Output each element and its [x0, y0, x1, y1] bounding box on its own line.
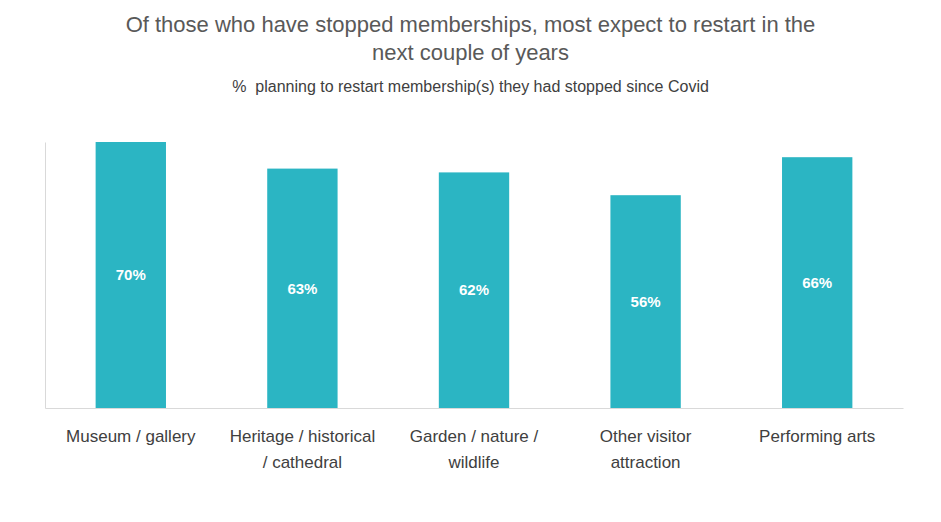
x-tick: Performing arts: [759, 427, 875, 446]
chart: Of those who have stopped memberships, m…: [0, 0, 941, 522]
bar: [439, 172, 509, 408]
x-tick: Heritage / historical / cathedral: [230, 427, 376, 472]
data-label: 56%: [631, 293, 661, 310]
x-tick: Museum / gallery: [66, 427, 196, 446]
title-line: next couple of years: [372, 40, 569, 65]
plot: Museum / gallery Heritage / historical / c…: [46, 142, 904, 472]
x-tick-label-line: Heritage / historical: [230, 427, 376, 446]
data-labels: 70% 63% 62% 56% 66%: [116, 266, 832, 310]
x-tick-label-line: Performing arts: [759, 427, 875, 446]
x-tick-label-line: / cathedral: [263, 453, 342, 472]
x-tick-label-line: wildlife: [447, 453, 499, 472]
x-axis-line: [46, 408, 904, 409]
x-tick-label: Performing arts: [759, 427, 875, 446]
y-axis-line: [45, 143, 46, 409]
y-axis: [45, 143, 46, 409]
bar: [267, 169, 337, 408]
x-tick: Garden / nature / wildlife: [410, 427, 539, 472]
subtitle: % planning to restart membership(s) they…: [232, 78, 709, 95]
data-label: 63%: [287, 280, 317, 297]
bars: [96, 142, 853, 408]
x-tick-label-line: Garden / nature /: [410, 427, 539, 446]
data-label: 66%: [802, 274, 832, 291]
bar: [96, 142, 166, 408]
x-tick-label-line: attraction: [611, 453, 681, 472]
x-tick: Other visitor attraction: [600, 427, 692, 472]
bar: [610, 195, 680, 408]
bar: [782, 157, 852, 408]
x-tick-label: Museum / gallery: [66, 427, 196, 446]
x-tick-label-line: Other visitor: [600, 427, 692, 446]
x-tick-label-line: Museum / gallery: [66, 427, 196, 446]
title: Of those who have stopped memberships, m…: [126, 12, 816, 65]
x-tick-label: Other visitor attraction: [600, 427, 692, 472]
data-label: 70%: [116, 266, 146, 283]
x-axis: Museum / gallery Heritage / historical / c…: [46, 409, 904, 473]
x-tick-label: Heritage / historical / cathedral: [230, 427, 376, 472]
x-tick-label: Garden / nature / wildlife: [410, 427, 539, 472]
title-line: Of those who have stopped memberships, m…: [126, 12, 816, 37]
data-label: 62%: [459, 281, 489, 298]
